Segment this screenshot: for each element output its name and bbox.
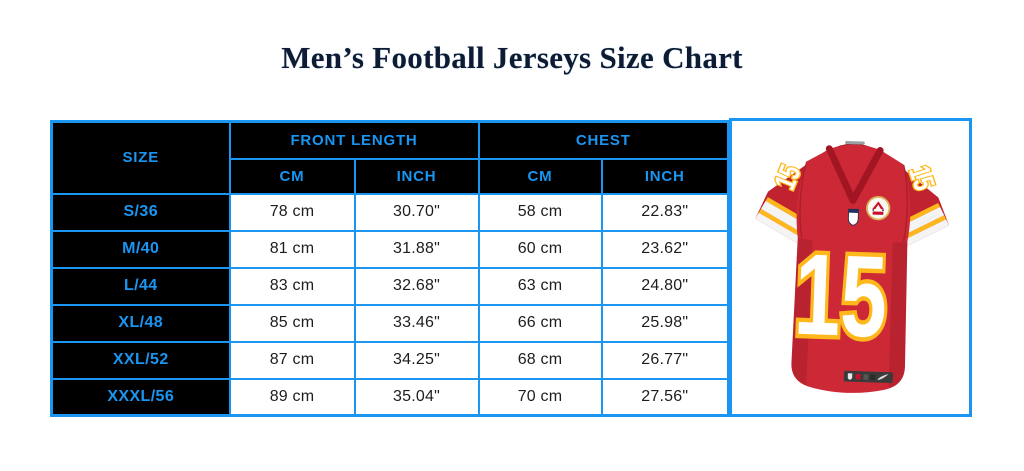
nfl-shield-icon: [847, 208, 859, 226]
size-label: XXXL/56: [50, 377, 231, 417]
jersey-collar: [825, 145, 884, 204]
jersey-graphic: 15 15: [755, 140, 950, 393]
header-chest: CHEST: [477, 120, 730, 160]
header-front-cm: CM: [228, 157, 356, 195]
front-cm-value: 87 cm: [228, 340, 356, 380]
chest-inch-value: 24.80": [600, 266, 730, 306]
table-row: M/40 81 cm 31.88" 60 cm 23.62": [50, 229, 730, 269]
table-row: XXL/52 87 cm 34.25" 68 cm 26.77": [50, 340, 730, 380]
header-chest-cm: CM: [477, 157, 603, 195]
table-row: L/44 83 cm 32.68" 63 cm 24.80": [50, 266, 730, 306]
front-inch-value: 32.68": [353, 266, 480, 306]
collar-tape: [845, 140, 865, 145]
svg-text:15: 15: [792, 230, 889, 362]
size-label: XXL/52: [50, 340, 231, 380]
chest-cm-value: 60 cm: [477, 229, 603, 269]
front-cm-value: 85 cm: [228, 303, 356, 343]
armhole-seam-left: [799, 161, 807, 238]
front-inch-value: 33.46": [353, 303, 480, 343]
torso-shading-left: [791, 237, 813, 386]
chest-cm-value: 58 cm: [477, 192, 603, 232]
front-inch-value: 31.88": [353, 229, 480, 269]
chest-inch-value: 23.62": [600, 229, 730, 269]
chest-cm-value: 66 cm: [477, 303, 603, 343]
jersey-product-image: 15 15: [729, 118, 972, 417]
front-cm-value: 81 cm: [228, 229, 356, 269]
front-cm-value: 83 cm: [228, 266, 356, 306]
front-inch-value: 34.25": [353, 340, 480, 380]
torso-shading-right: [888, 241, 908, 388]
size-label: XL/48: [50, 303, 231, 343]
header-front-inch: INCH: [353, 157, 480, 195]
front-cm-value: 89 cm: [228, 377, 356, 417]
table-header-row-units: CM INCH CM INCH: [52, 157, 730, 195]
size-label: S/36: [50, 192, 231, 232]
table-row: XXXL/56 89 cm 35.04" 70 cm 27.56": [50, 377, 730, 417]
nike-swoosh-icon: [918, 213, 939, 226]
jock-tag: [843, 370, 893, 384]
chest-cm-value: 70 cm: [477, 377, 603, 417]
chest-inch-value: 22.83": [600, 192, 730, 232]
size-chart-table: SIZE FRONT LENGTH CHEST CM INCH CM INCH …: [50, 120, 730, 417]
front-cm-value: 78 cm: [228, 192, 356, 232]
chest-cm-value: 63 cm: [477, 266, 603, 306]
chiefs-patch-icon: [866, 196, 891, 221]
table-row: XL/48 85 cm 33.46" 66 cm 25.98": [50, 303, 730, 343]
size-label: M/40: [50, 229, 231, 269]
header-size: SIZE: [50, 120, 231, 195]
front-inch-value: 30.70": [353, 192, 480, 232]
front-inch-value: 35.04": [353, 377, 480, 417]
chest-inch-value: 26.77": [600, 340, 730, 380]
armhole-seam-right: [902, 164, 909, 242]
jersey-number: 15: [789, 227, 893, 366]
table-header-row-groups: SIZE FRONT LENGTH CHEST: [50, 120, 730, 195]
page-title: Men’s Football Jerseys Size Chart: [281, 40, 743, 75]
chest-inch-value: 25.98": [600, 303, 730, 343]
size-label: L/44: [50, 266, 231, 306]
chest-cm-value: 68 cm: [477, 340, 603, 380]
chest-inch-value: 27.56": [600, 377, 730, 417]
table-row: S/36 78 cm 30.70" 58 cm 22.83": [50, 192, 730, 232]
header-front-length: FRONT LENGTH: [228, 120, 480, 160]
header-chest-inch: INCH: [600, 157, 730, 195]
